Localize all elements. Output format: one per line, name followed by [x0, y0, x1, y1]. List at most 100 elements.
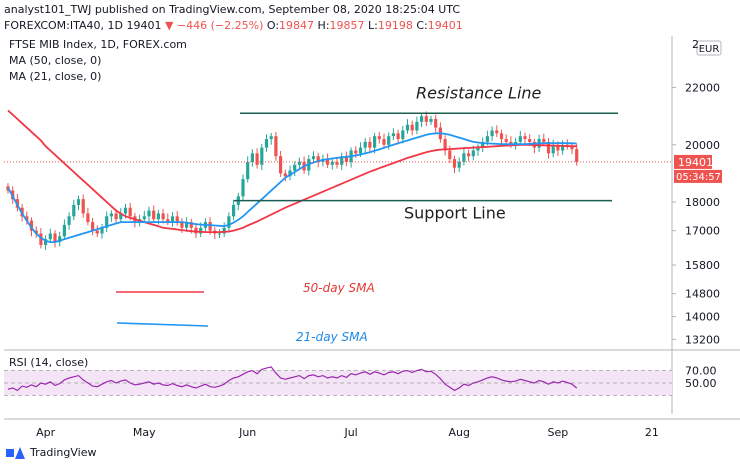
candle-body: [152, 210, 156, 220]
candle-body: [255, 153, 259, 165]
y-tick-label: 14800: [685, 288, 720, 301]
candle-body: [452, 159, 457, 168]
close-label: C:: [416, 19, 428, 32]
candle-body: [227, 216, 231, 228]
brand-footer[interactable]: TradingView: [6, 446, 96, 459]
symbol-name[interactable]: FOREXCOM:ITA40, 1D: [4, 19, 123, 32]
candle-body: [396, 133, 400, 140]
last-price-badge-label: 19401: [678, 156, 713, 169]
candle-body: [358, 147, 363, 154]
candle-body: [363, 141, 367, 148]
candle-body: [109, 213, 113, 217]
candle-body: [86, 213, 90, 223]
candle-body: [161, 213, 165, 220]
candle-body: [114, 213, 118, 220]
candle-body: [76, 199, 81, 205]
legend-entry-0: FTSE MIB Index, 1D, FOREX.com: [9, 38, 187, 51]
x-tick-label: Jul: [343, 426, 357, 439]
candle-body: [62, 224, 66, 237]
candle-body: [241, 179, 245, 197]
candle-body: [490, 130, 494, 137]
y-tick-label: 14000: [685, 311, 720, 324]
candle-body: [561, 144, 565, 151]
candle-body: [556, 144, 560, 151]
x-tick-label: Aug: [448, 426, 469, 439]
y-tick-label-top: 2: [692, 38, 699, 51]
legend-entry-1: MA (50, close, 0): [9, 54, 101, 67]
candle-body: [81, 199, 85, 214]
candle-body: [542, 139, 546, 142]
candles: [6, 111, 579, 250]
x-tick-label: Jun: [238, 426, 256, 439]
x-tick-label: Sep: [548, 426, 569, 439]
candle-body: [546, 141, 551, 154]
candle-body: [67, 216, 71, 225]
tradingview-logo-icon: [6, 446, 26, 459]
candle-body: [25, 216, 29, 221]
countdown-badge-label: 05:34:57: [676, 172, 721, 183]
candle-body: [354, 150, 358, 154]
candle-body: [170, 216, 175, 223]
resistance-label: Resistance Line: [416, 83, 542, 102]
candle-body: [373, 136, 377, 148]
candle-body: [166, 219, 170, 223]
candle-body: [175, 216, 179, 223]
candle-body: [457, 161, 461, 168]
last-price: 19401: [126, 19, 162, 32]
candle-body: [185, 222, 189, 228]
currency-badge: [696, 40, 722, 56]
candle-body: [260, 147, 264, 165]
candle-body: [128, 207, 132, 217]
candle-body: [53, 233, 57, 243]
ma50-line: [7, 109, 577, 234]
sma21-label: 21-day SMA: [296, 330, 368, 344]
candle-body: [274, 136, 278, 157]
high-value: 19857: [329, 19, 365, 32]
candle-body: [246, 161, 250, 180]
x-tick-label: Apr: [36, 426, 56, 439]
candle-body: [467, 153, 471, 157]
open-value: 19847: [279, 19, 315, 32]
low-value: 19198: [377, 19, 413, 32]
down-arrow-icon: ▼: [164, 19, 174, 32]
candle-body: [344, 156, 348, 162]
low-label: L:: [368, 19, 378, 32]
candle-body: [95, 230, 99, 234]
candle-body: [551, 144, 555, 154]
candle-body: [269, 136, 273, 140]
candle-body: [222, 227, 226, 234]
candle-body: [311, 156, 316, 160]
candle-body: [142, 216, 146, 220]
candle-body: [471, 150, 475, 157]
candle-body: [448, 150, 452, 160]
candle-body: [316, 156, 320, 162]
high-label: H:: [317, 19, 330, 32]
candle-body: [382, 139, 386, 145]
candle-body: [91, 222, 95, 231]
y-tick-label: 17000: [685, 225, 720, 238]
x-tick-label: 21: [645, 426, 659, 439]
candle-body: [405, 124, 410, 131]
candle-body: [29, 220, 34, 231]
x-tick-label: May: [133, 426, 156, 439]
candle-body: [232, 204, 236, 217]
countdown-badge: [674, 169, 722, 183]
rsi-line: [7, 366, 578, 392]
candle-body: [476, 147, 480, 151]
candle-body: [58, 236, 62, 243]
candle-body: [264, 139, 269, 148]
candle-body: [330, 161, 334, 165]
candle-body: [420, 116, 424, 122]
candle-body: [105, 216, 109, 228]
candle-body: [434, 119, 438, 128]
candle-body: [443, 139, 447, 151]
symbol-ohlc-line: FOREXCOM:ITA40, 1D 19401 ▼ −446 (−2.25%)…: [4, 19, 463, 32]
candle-body: [199, 227, 203, 234]
candle-body: [340, 156, 344, 165]
rsi-legend: RSI (14, close): [9, 356, 88, 369]
candle-body: [481, 141, 485, 148]
candle-body: [518, 136, 522, 142]
candle-body: [570, 146, 574, 150]
candle-body: [39, 233, 43, 245]
